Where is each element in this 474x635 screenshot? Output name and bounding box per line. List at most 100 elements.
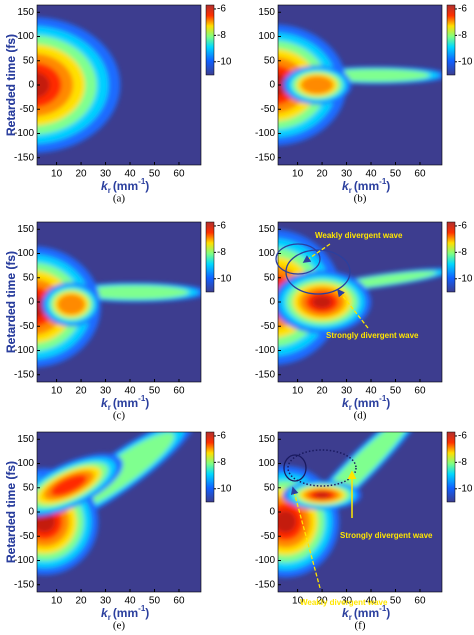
outline: [283, 454, 307, 482]
x-axis-label-part: -1: [138, 177, 146, 186]
colorbar: [205, 4, 215, 76]
y-tick-label: -150: [14, 152, 34, 163]
x-axis-label-part: (mm: [113, 606, 138, 620]
contour: [312, 295, 332, 309]
colorbar-tick-label: -8: [458, 247, 467, 258]
colorbar-tick-label: -6: [458, 431, 467, 442]
y-tick-label: 100: [258, 458, 275, 469]
x-tick-label: 30: [100, 596, 112, 607]
y-tick-label: 150: [258, 224, 275, 235]
x-axis-label: kr (mm-1): [342, 394, 390, 412]
colorbar-tick-label: -8: [217, 457, 226, 468]
x-tick-label: 30: [100, 169, 112, 180]
contour: [314, 492, 330, 498]
y-axis-label: Retarded time (fs): [4, 251, 18, 353]
y-tick-label: 0: [28, 297, 34, 308]
y-tick-label: -50: [261, 321, 276, 332]
contour: [57, 294, 85, 315]
colorbar: [446, 221, 456, 293]
colorbar-tick-label: -8: [217, 247, 226, 258]
colorbar: [205, 221, 215, 293]
y-tick-label: 0: [269, 507, 275, 518]
x-axis-label-part: (mm: [354, 606, 379, 620]
colorbar-tick-label: -8: [217, 30, 226, 41]
y-tick-label: -50: [20, 104, 35, 115]
x-tick-label: 40: [365, 386, 377, 397]
x-axis-label-part: ): [386, 606, 390, 620]
y-tick-label: -100: [255, 555, 275, 566]
x-tick-label: 50: [390, 169, 402, 180]
x-axis-label-part: -1: [379, 177, 387, 186]
x-tick-label: 40: [365, 169, 377, 180]
colorbar-tick-label: -8: [458, 30, 467, 41]
y-tick-label: 150: [258, 434, 275, 445]
y-tick-label: -150: [14, 579, 34, 590]
colorbar-tick-label: -10: [458, 273, 473, 284]
x-tick-label: 10: [51, 386, 63, 397]
x-axis-label-part: (mm: [354, 179, 379, 193]
contour: [81, 285, 189, 300]
colorbar-tick-label: -6: [458, 4, 467, 15]
colorbar-tick-label: -8: [458, 457, 467, 468]
x-tick-label: 10: [51, 596, 63, 607]
y-tick-label: -150: [255, 369, 275, 380]
colorbar-tick-label: -6: [217, 221, 226, 232]
x-tick-label: 20: [75, 596, 87, 607]
y-tick-label: 0: [28, 507, 34, 518]
annotation: Strongly divergent wave: [326, 331, 419, 340]
contour: [50, 474, 87, 496]
x-tick-label: 60: [414, 596, 426, 607]
y-tick-label: -100: [14, 128, 34, 139]
x-axis-label-part: k: [101, 606, 109, 620]
x-axis-label-part: k: [101, 179, 109, 193]
x-tick-label: 20: [75, 386, 87, 397]
x-tick-label: 40: [124, 169, 136, 180]
y-tick-label: 50: [23, 272, 35, 283]
x-tick-label: 30: [341, 169, 353, 180]
y-tick-label: 0: [269, 80, 275, 91]
x-axis-label-part: -1: [379, 394, 387, 403]
y-tick-label: -150: [14, 369, 34, 380]
x-axis-label-part: r: [349, 403, 352, 412]
y-tick-label: 150: [17, 224, 34, 235]
plot-area: [278, 222, 442, 382]
contour: [278, 510, 297, 533]
x-tick-label: 30: [100, 386, 112, 397]
x-axis-label-part: ): [145, 606, 149, 620]
x-axis-label: kr (mm-1): [342, 177, 390, 195]
x-axis-label-part: ): [386, 179, 390, 193]
x-tick-label: 50: [149, 169, 161, 180]
x-axis-label: kr (mm-1): [342, 604, 390, 622]
heatmap: [278, 432, 429, 578]
annotation: Weakly divergent wave: [315, 231, 403, 240]
x-tick-label: 40: [124, 596, 136, 607]
y-tick-label: 50: [23, 482, 35, 493]
x-axis-label-part: k: [342, 179, 350, 193]
plot-area: [278, 5, 442, 165]
y-tick-label: 100: [17, 31, 34, 42]
x-tick-label: 20: [316, 169, 328, 180]
x-axis-label-part: -1: [138, 604, 146, 613]
y-axis-label: Retarded time (fs): [4, 251, 18, 353]
plot-area: [278, 432, 442, 592]
caption: (e): [113, 620, 126, 632]
caption: (b): [354, 193, 367, 205]
annotation: Strongly divergent wave: [340, 531, 433, 540]
x-tick-label: 50: [149, 386, 161, 397]
y-axis-label: Retarded time (fs): [4, 461, 18, 563]
x-tick-label: 50: [390, 596, 402, 607]
x-axis-label-part: k: [342, 606, 350, 620]
x-tick-label: 50: [149, 596, 161, 607]
y-tick-label: -100: [255, 128, 275, 139]
outline: [287, 449, 357, 487]
y-axis-label: Retarded time (fs): [4, 461, 18, 563]
x-tick-label: 10: [292, 386, 304, 397]
y-tick-label: -150: [255, 579, 275, 590]
heatmap: [278, 24, 442, 146]
